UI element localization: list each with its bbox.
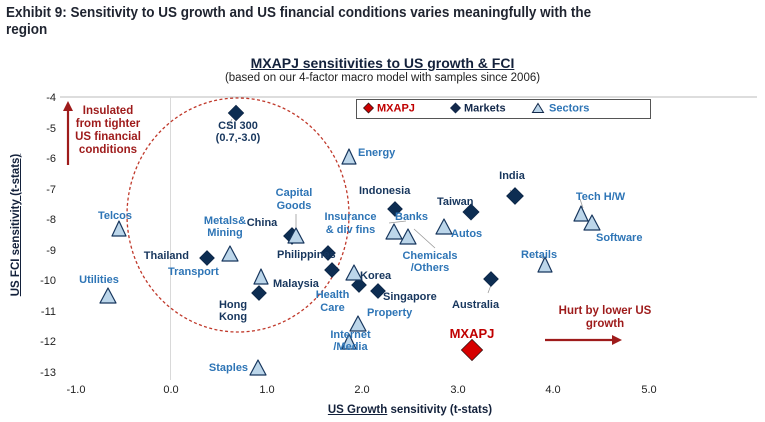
svg-text:MXAPJ: MXAPJ — [377, 102, 415, 114]
svg-text:Markets: Markets — [464, 102, 506, 114]
svg-text:Sectors: Sectors — [549, 102, 589, 114]
